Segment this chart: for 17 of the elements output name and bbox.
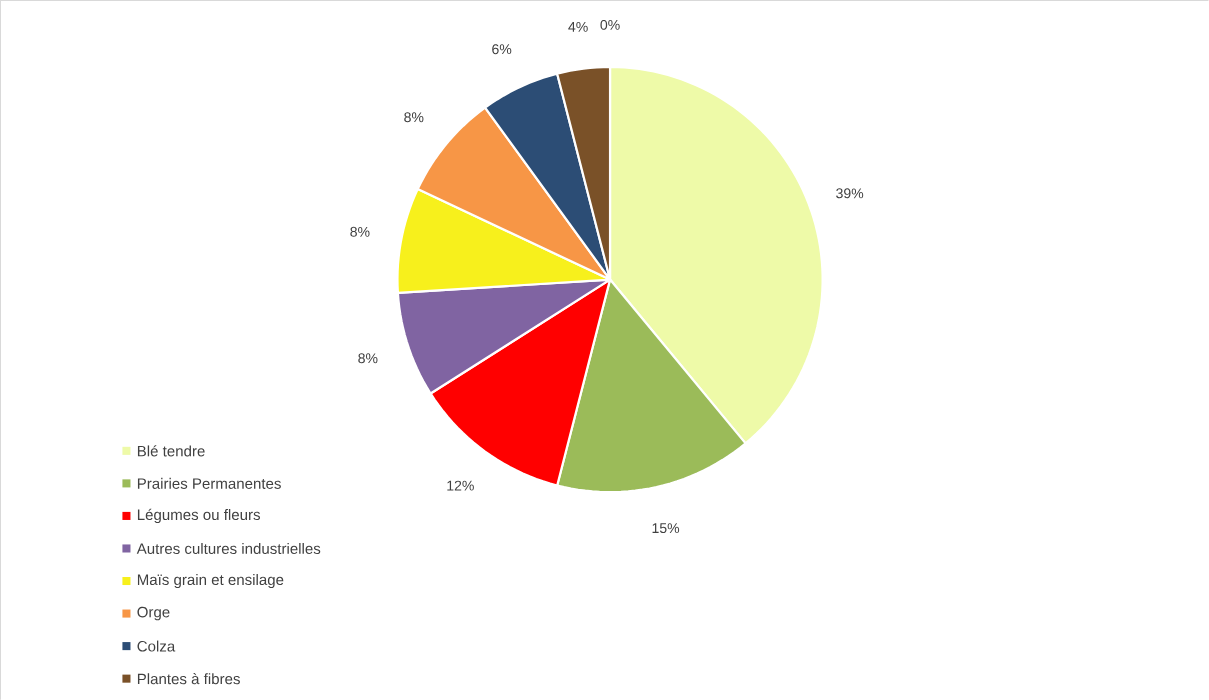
data-label: 4% (568, 21, 588, 32)
data-label: 8% (358, 353, 378, 364)
legend-label: Colza (137, 640, 176, 652)
legend-label: Orge (137, 606, 170, 621)
legend-label: Maïs grain et ensilage (137, 573, 284, 588)
legend-label: Plantes à fibres (137, 672, 240, 685)
data-label: 15% (652, 523, 680, 533)
legend-label: Autres cultures industrielles (136, 542, 321, 554)
data-label: 6% (492, 44, 512, 55)
data-label: 8% (404, 112, 424, 123)
legend-label: Prairies Permanentes (137, 477, 281, 489)
legend-label: Légumes ou fleurs (137, 508, 261, 523)
legend-label: Blé tendre (137, 445, 205, 457)
data-label: 8% (350, 226, 370, 237)
text: 0% (600, 19, 620, 30)
data-label: 39% (836, 188, 864, 199)
data-label: 12% (447, 480, 474, 491)
